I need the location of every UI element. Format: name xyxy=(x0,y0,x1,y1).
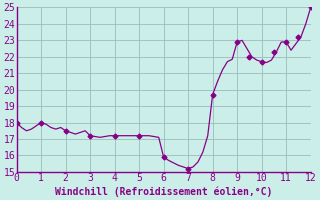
X-axis label: Windchill (Refroidissement éolien,°C): Windchill (Refroidissement éolien,°C) xyxy=(55,186,272,197)
